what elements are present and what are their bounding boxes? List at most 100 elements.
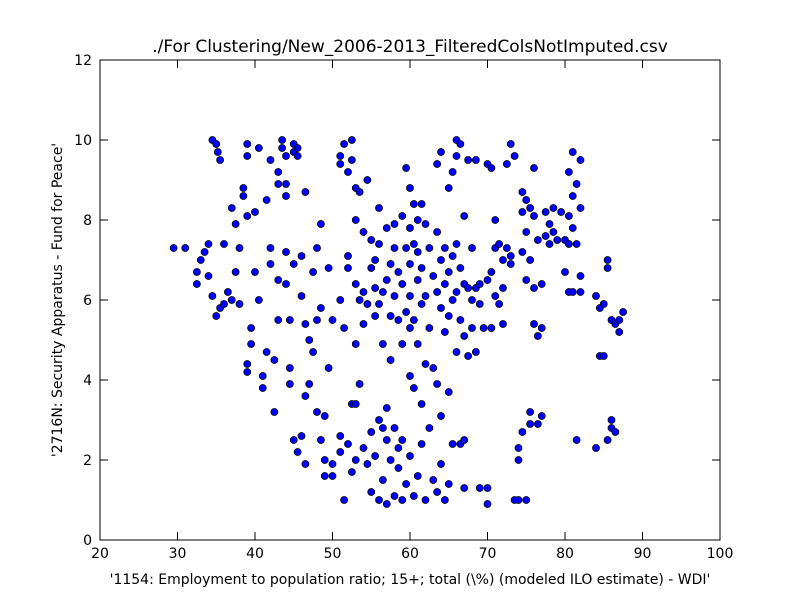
scatter-point xyxy=(344,440,352,448)
scatter-point xyxy=(468,244,476,252)
x-axis-label: '1154: Employment to population ratio; 1… xyxy=(110,572,711,588)
scatter-point xyxy=(425,324,434,332)
scatter-point xyxy=(406,184,414,192)
scatter-point xyxy=(471,156,480,164)
scatter-point xyxy=(398,496,407,504)
scatter-point xyxy=(483,484,492,492)
scatter-point xyxy=(421,360,430,368)
scatter-point xyxy=(386,260,395,268)
y-tick-label: 6 xyxy=(83,293,92,309)
scatter-point xyxy=(355,296,364,304)
x-tick-label: 100 xyxy=(707,546,734,562)
scatter-point xyxy=(518,188,527,196)
scatter-point xyxy=(409,384,418,392)
scatter-point xyxy=(433,380,442,388)
scatter-point xyxy=(456,316,465,324)
scatter-point xyxy=(514,496,523,504)
scatter-point xyxy=(452,348,461,356)
scatter-point xyxy=(192,280,201,288)
scatter-point xyxy=(359,444,368,452)
y-tick-label: 4 xyxy=(83,373,92,389)
scatter-point xyxy=(316,304,325,312)
scatter-point xyxy=(344,252,352,260)
scatter-point xyxy=(243,140,252,148)
scatter-point xyxy=(537,324,546,332)
scatter-point xyxy=(452,240,461,248)
scatter-point xyxy=(204,272,213,280)
scatter-point xyxy=(328,472,337,480)
scatter-point xyxy=(518,428,527,436)
scatter-point xyxy=(406,292,414,300)
scatter-point xyxy=(413,248,422,256)
scatter-point xyxy=(433,488,442,496)
scatter-point xyxy=(576,272,585,280)
scatter-point xyxy=(301,320,310,328)
scatter-point xyxy=(506,252,515,260)
scatter-point xyxy=(406,452,414,460)
scatter-point xyxy=(452,152,461,160)
scatter-point xyxy=(564,240,573,248)
scatter-point xyxy=(247,324,256,332)
scatter-point xyxy=(316,436,325,444)
scatter-point xyxy=(216,156,225,164)
scatter-point xyxy=(483,276,492,284)
scatter-point xyxy=(270,356,279,364)
scatter-point xyxy=(409,240,418,248)
scatter-point xyxy=(561,268,569,276)
scatter-point xyxy=(409,492,418,500)
scatter-point xyxy=(254,296,263,304)
scatter-point xyxy=(522,196,531,204)
scatter-point xyxy=(274,316,283,324)
scatter-point xyxy=(313,408,321,416)
scatter-point xyxy=(448,296,457,304)
scatter-point xyxy=(514,444,523,452)
scatter-point xyxy=(553,236,562,244)
scatter-point xyxy=(568,148,577,156)
scatter-point xyxy=(305,336,314,344)
scatter-point xyxy=(336,160,345,168)
x-tick-label: 60 xyxy=(401,546,419,562)
scatter-point xyxy=(336,296,345,304)
scatter-point xyxy=(297,252,306,260)
scatter-point xyxy=(437,256,445,264)
scatter-point xyxy=(301,392,310,400)
scatter-point xyxy=(344,264,352,272)
scatter-point xyxy=(285,364,294,372)
scatter-point xyxy=(429,364,438,372)
scatter-point xyxy=(213,148,222,156)
scatter-point xyxy=(390,220,399,228)
scatter-point xyxy=(530,164,538,172)
scatter-point xyxy=(603,256,612,264)
x-tick-label: 30 xyxy=(169,546,187,562)
scatter-point xyxy=(282,280,290,288)
scatter-point xyxy=(316,220,325,228)
scatter-point xyxy=(444,388,453,396)
scatter-point xyxy=(464,352,473,360)
scatter-point xyxy=(398,212,407,220)
scatter-point xyxy=(293,152,302,160)
scatter-point xyxy=(406,224,414,232)
scatter-point xyxy=(568,224,577,232)
scatter-point xyxy=(274,276,283,284)
scatter-point xyxy=(448,440,457,448)
scatter-point xyxy=(406,324,414,332)
scatter-point xyxy=(351,340,360,348)
scatter-point xyxy=(285,380,294,388)
scatter-point xyxy=(266,244,275,252)
scatter-point xyxy=(196,256,205,264)
scatter-point xyxy=(530,212,538,220)
scatter-point xyxy=(239,192,248,200)
scatter-point xyxy=(344,168,352,176)
scatter-point xyxy=(251,208,259,216)
scatter-point xyxy=(541,208,550,216)
scatter-point xyxy=(444,268,453,276)
scatter-point xyxy=(375,240,383,248)
scatter-point xyxy=(351,216,360,224)
scatter-point xyxy=(212,140,221,148)
scatter-point xyxy=(541,232,550,240)
scatter-point xyxy=(258,372,267,380)
scatter-point xyxy=(266,156,275,164)
scatter-point xyxy=(421,292,430,300)
scatter-point xyxy=(557,208,566,216)
scatter-point xyxy=(355,380,364,388)
